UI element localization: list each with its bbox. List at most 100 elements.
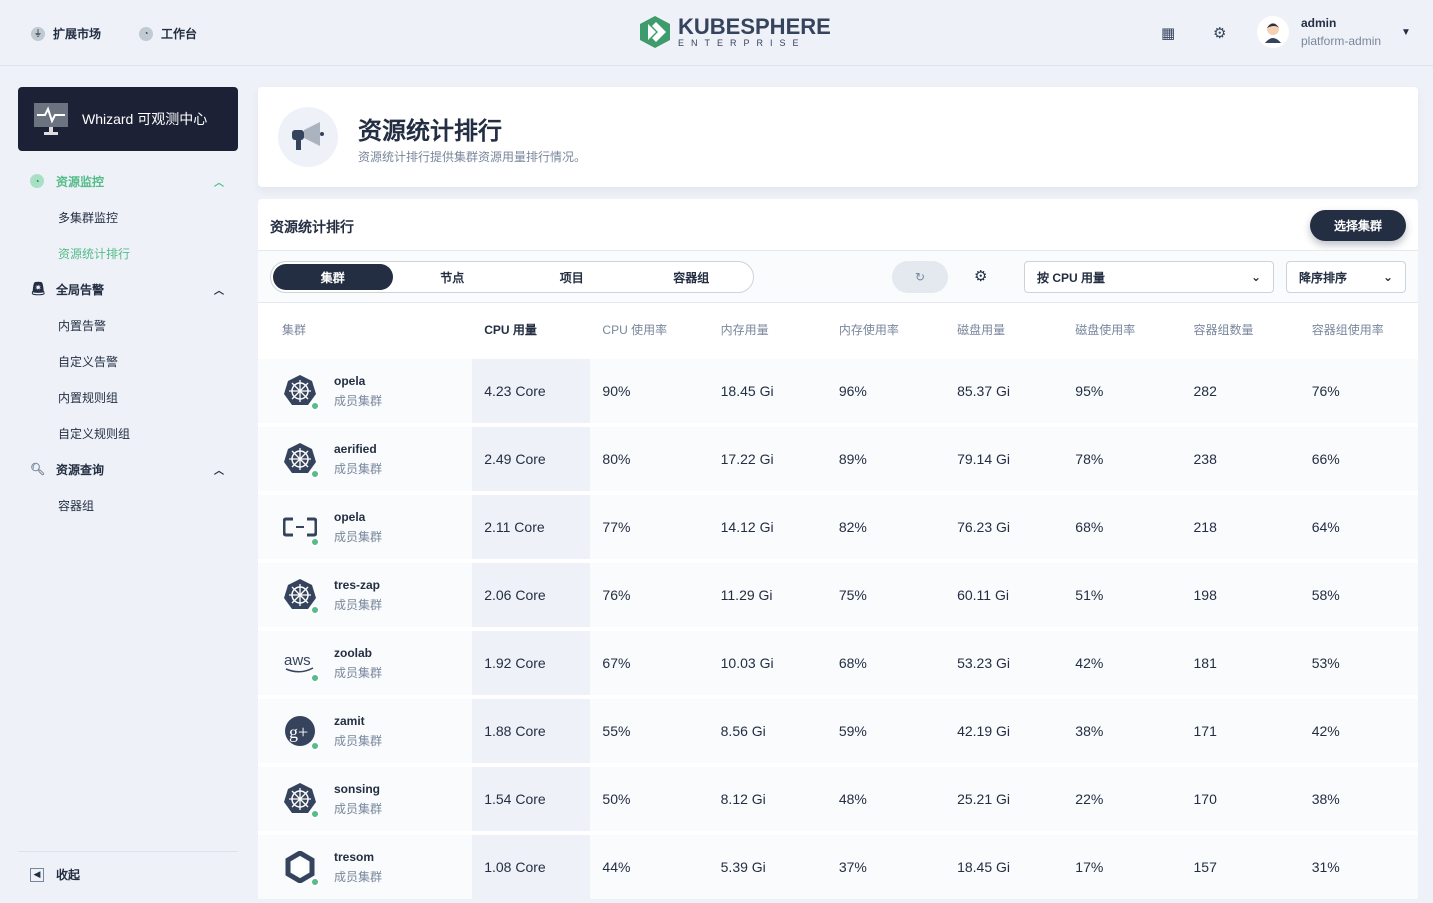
- metric-cell: 51%: [1063, 563, 1182, 627]
- sidebar-item-custom-alerts[interactable]: 自定义告警: [58, 354, 119, 369]
- metric-cell: 48%: [826, 767, 946, 831]
- tab-projects[interactable]: 项目: [559, 270, 584, 285]
- metric-cell: 238: [1181, 427, 1300, 491]
- sidebar-group-resource-query[interactable]: 🔍︎ 资源查询 ︿: [18, 451, 238, 487]
- tab-clusters[interactable]: 集群: [273, 264, 393, 290]
- sort-by-select[interactable]: 按 CPU 用量 ⌄: [1024, 261, 1274, 293]
- metric-cell: 37%: [826, 835, 946, 899]
- metric-cell: 76%: [1299, 359, 1418, 423]
- cluster-name[interactable]: aerified: [334, 441, 377, 456]
- metric-cell: 42%: [1063, 631, 1182, 695]
- metric-cell: 1.54 Core: [472, 767, 591, 831]
- sidebar-item-custom-rule-groups[interactable]: 自定义规则组: [58, 426, 131, 441]
- column-header: 容器组数量: [1181, 303, 1300, 355]
- panel-title: 资源统计排行: [270, 219, 354, 235]
- cluster-name[interactable]: tres-zap: [334, 577, 381, 592]
- cluster-role: 成员集群: [334, 529, 383, 544]
- kubernetes-icon: [282, 781, 320, 819]
- refresh-icon: ↻: [914, 270, 926, 284]
- nav-extensions[interactable]: ⏚ 扩展市场: [31, 25, 101, 42]
- table-row[interactable]: tresom 成员集群 1.08 Core 44% 5.39 Gi 37% 18.45 Gi…: [258, 835, 1418, 899]
- cluster-cell: opela 成员集群: [258, 359, 473, 423]
- collapse-label: 收起: [56, 868, 81, 882]
- app-card: Whizard 可观测中心: [18, 87, 238, 151]
- tab-pods[interactable]: 容器组: [673, 270, 710, 285]
- metric-cell: 2.49 Core: [472, 427, 591, 491]
- table-row[interactable]: opela 成员集群 4.23 Core 90% 18.45 Gi 96% 85.37 Gi…: [258, 359, 1418, 423]
- select-cluster-button[interactable]: 选择集群: [1310, 210, 1406, 241]
- page-title: 资源统计排行: [358, 118, 502, 145]
- sidebar-group-resource-monitoring[interactable]: ◔ 资源监控 ︿: [18, 163, 238, 199]
- table-row[interactable]: sonsing 成员集群 1.54 Core 50% 8.12 Gi 48% 25.21 G…: [258, 767, 1418, 831]
- user-menu[interactable]: admin platform-admin ▼: [1257, 16, 1411, 48]
- kubernetes-icon: [282, 373, 320, 411]
- cluster-name[interactable]: opela: [334, 373, 366, 388]
- metric-cell: 218: [1181, 495, 1300, 559]
- metric-cell: 25.21 Gi: [945, 767, 1064, 831]
- metric-cell: 17%: [1063, 835, 1182, 899]
- search-icon: 🔍︎: [30, 462, 46, 476]
- cluster-name[interactable]: tresom: [334, 849, 375, 864]
- tab-nodes[interactable]: 节点: [440, 270, 465, 285]
- metric-cell: 198: [1181, 563, 1300, 627]
- google-plus-icon: g+: [282, 713, 320, 751]
- kubesphere-logo[interactable]: KUBESPHERE ENTERPRISE: [640, 16, 831, 48]
- nav-workbench[interactable]: ◔ 工作台: [139, 25, 197, 42]
- table-row[interactable]: aws zoolab 成员集群 1.92 Core 67% 10.03 Gi 68% 53.2…: [258, 631, 1418, 695]
- sort-order-value: 降序排序: [1299, 270, 1348, 285]
- toolbar: 集群 节点 项目 容器组 ↻ ⚙ 按 CPU 用量 ⌄ 降序排序 ⌄: [258, 250, 1418, 303]
- metric-cell: 1.08 Core: [472, 835, 591, 899]
- cluster-name[interactable]: zoolab: [334, 645, 372, 660]
- metric-cell: 53.23 Gi: [945, 631, 1064, 695]
- column-header: 内存用量: [708, 303, 827, 355]
- sidebar-item-multicluster-monitoring[interactable]: 多集群监控: [58, 210, 119, 225]
- sidebar-item-builtin-alerts[interactable]: 内置告警: [58, 318, 107, 333]
- status-online-icon: [310, 809, 320, 819]
- collapse-sidebar-button[interactable]: ◀ 收起: [18, 851, 238, 897]
- svg-text:g+: g+: [289, 722, 308, 742]
- metric-cell: 18.45 Gi: [945, 835, 1064, 899]
- table-row[interactable]: tres-zap 成员集群 2.06 Core 76% 11.29 Gi 75% 60.11…: [258, 563, 1418, 627]
- status-online-icon: [310, 673, 320, 683]
- metric-cell: 11.29 Gi: [708, 563, 827, 627]
- logo-icon: [640, 16, 670, 48]
- resource-tabs: 集群 节点 项目 容器组: [270, 261, 754, 293]
- column-header: 磁盘使用率: [1063, 303, 1182, 355]
- metric-cell: 18.45 Gi: [708, 359, 827, 423]
- group-label: 全局告警: [56, 282, 105, 297]
- metric-cell: 77%: [590, 495, 709, 559]
- sort-order-select[interactable]: 降序排序 ⌄: [1286, 261, 1406, 293]
- cluster-cell: opela 成员集群: [258, 495, 473, 559]
- settings-gear-icon[interactable]: ⚙: [974, 268, 988, 285]
- metric-cell: 50%: [590, 767, 709, 831]
- cluster-cell: sonsing 成员集群: [258, 767, 473, 831]
- table-row[interactable]: opela 成员集群 2.11 Core 77% 14.12 Gi 82% 76.23 Gi…: [258, 495, 1418, 559]
- table-row[interactable]: g+ zamit 成员集群 1.88 Core 55% 8.56 Gi 59% 42.19 G…: [258, 699, 1418, 763]
- sidebar-item-pods[interactable]: 容器组: [58, 498, 95, 513]
- refresh-button[interactable]: ↻: [892, 261, 948, 293]
- cluster-name[interactable]: opela: [334, 509, 366, 524]
- chevron-down-icon: ⌄: [1250, 270, 1261, 284]
- group-label: 资源查询: [56, 462, 105, 477]
- aws-icon: aws: [282, 645, 320, 683]
- metric-cell: 22%: [1063, 767, 1182, 831]
- cluster-name[interactable]: sonsing: [334, 781, 381, 796]
- sidebar-item-builtin-rule-groups[interactable]: 内置规则组: [58, 390, 119, 405]
- table-row[interactable]: aerified 成员集群 2.49 Core 80% 17.22 Gi 89% 79.14…: [258, 427, 1418, 491]
- metric-cell: 59%: [826, 699, 946, 763]
- nav-label: 扩展市场: [53, 27, 102, 41]
- sidebar-group-global-alerts[interactable]: 🚨︎ 全局告警 ︿: [18, 271, 238, 307]
- metric-cell: 5.39 Gi: [708, 835, 827, 899]
- metric-cell: 96%: [826, 359, 946, 423]
- column-header[interactable]: CPU 用量: [472, 303, 591, 355]
- gear-icon[interactable]: ⚙: [1213, 25, 1227, 42]
- sidebar-item-resource-ranking[interactable]: 资源统计排行: [58, 246, 131, 261]
- metric-cell: 157: [1181, 835, 1300, 899]
- ranking-table: 集群 CPU 用量 CPU 使用率 内存用量 内存使用率 磁盘用量 磁盘使用率 容器组数量 容器…: [258, 299, 1418, 903]
- cluster-cell: tres-zap 成员集群: [258, 563, 473, 627]
- cluster-name[interactable]: zamit: [334, 713, 365, 728]
- status-online-icon: [310, 537, 320, 547]
- logo-subtext: ENTERPRISE: [678, 38, 806, 48]
- column-header: 容器组使用率: [1299, 303, 1418, 355]
- apps-grid-icon[interactable]: ▦: [1161, 25, 1176, 42]
